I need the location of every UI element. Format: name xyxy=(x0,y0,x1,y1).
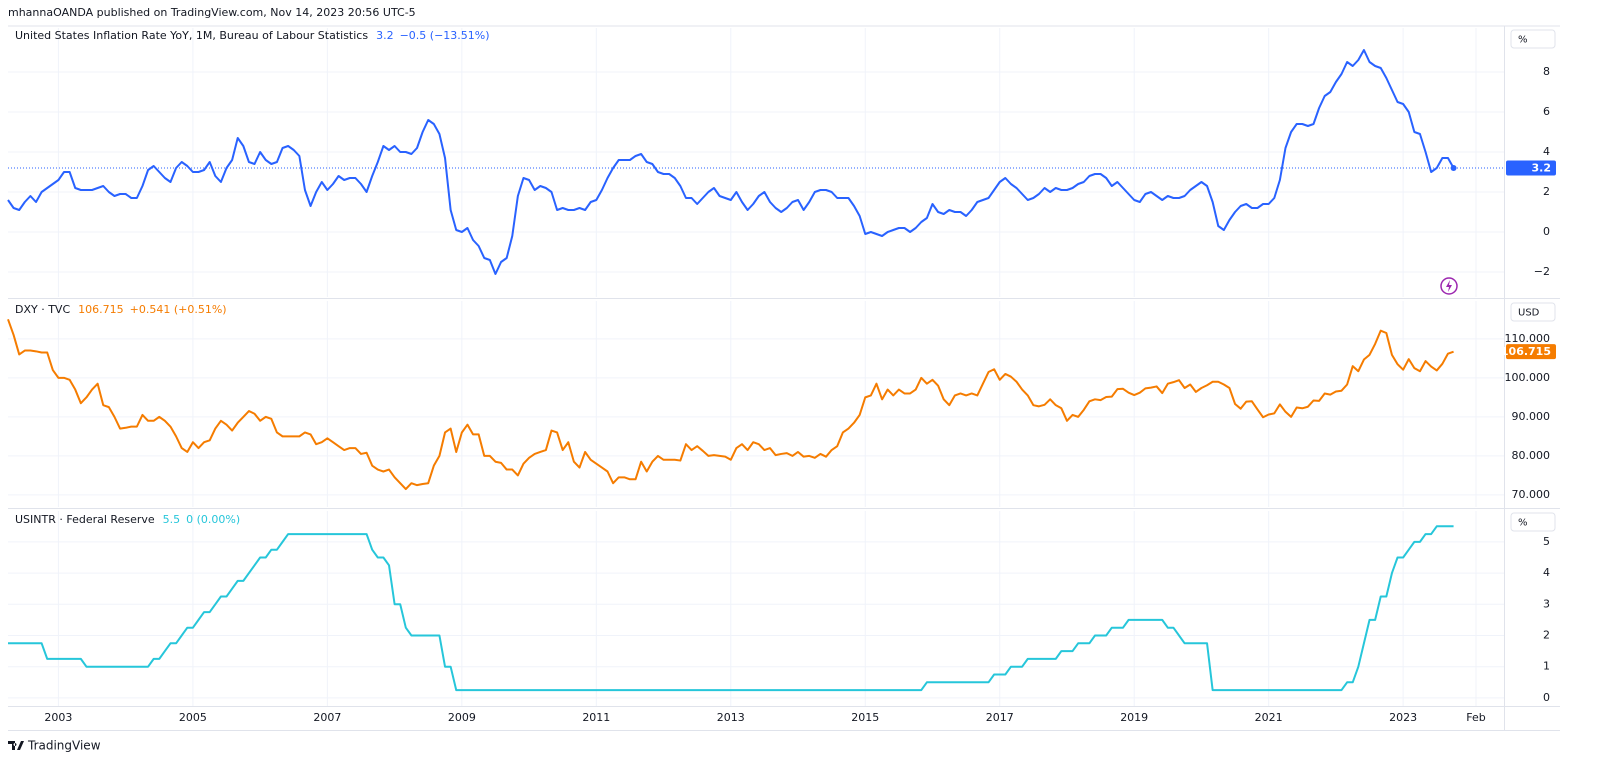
x-tick-label: Feb xyxy=(1466,711,1485,724)
icon-circle[interactable] xyxy=(1440,277,1458,295)
y-tick-label: 4 xyxy=(1543,566,1550,579)
x-tick-label: 2011 xyxy=(582,711,610,724)
line xyxy=(8,525,1454,692)
pane-legend: USINTR · Federal Reserve 5.5 0 (0.00%) xyxy=(15,513,240,526)
y-tick-label: 2 xyxy=(1543,628,1550,641)
y-tick-label: 70.000 xyxy=(1512,488,1551,501)
lightning-icon[interactable] xyxy=(1440,277,1458,295)
pane-legend: DXY · TVC 106.715 +0.541 (+0.51%) xyxy=(15,303,227,316)
x-tick-label: 2003 xyxy=(44,711,72,724)
y-tick-label: 6 xyxy=(1543,105,1550,118)
last-value: 106.715 xyxy=(78,303,124,316)
x-tick-label: 2015 xyxy=(851,711,879,724)
pane-title: USINTR · Federal Reserve xyxy=(15,513,155,526)
unit-label: % xyxy=(1518,35,1528,46)
x-tick-label: 2013 xyxy=(717,711,745,724)
x-tick-label: 2005 xyxy=(179,711,207,724)
last-value: 3.2 xyxy=(376,29,394,42)
x-tick-label: 2007 xyxy=(313,711,341,724)
unit-box xyxy=(1510,29,1556,49)
pane-legends: United States Inflation Rate YoY, 1M, Bu… xyxy=(15,29,490,526)
pane-legend: United States Inflation Rate YoY, 1M, Bu… xyxy=(15,29,490,42)
y-tick-label: −2 xyxy=(1534,265,1550,278)
x-tick-label: 2021 xyxy=(1255,711,1283,724)
icon-bolt[interactable] xyxy=(1446,280,1452,292)
unit-label: % xyxy=(1518,518,1528,529)
change: −0.5 (−13.51%) xyxy=(400,29,490,42)
y-tick-label: 110.000 xyxy=(1505,332,1551,345)
last-value: 5.5 xyxy=(163,513,181,526)
publisher-header: mhannaOANDA published on TradingView.com… xyxy=(8,6,416,19)
x-tick-label: 2023 xyxy=(1389,711,1417,724)
x-tick-label: 2017 xyxy=(986,711,1014,724)
x-tick-label: 2009 xyxy=(448,711,476,724)
y-tick-label: 0 xyxy=(1543,225,1550,238)
last-point xyxy=(1450,165,1457,171)
y-tick-label: 1 xyxy=(1543,660,1550,673)
logo-mark xyxy=(8,741,24,750)
price-badge xyxy=(1506,344,1556,360)
y-tick-label: 3 xyxy=(1543,597,1550,610)
unit-box xyxy=(1510,302,1556,322)
y-tick-label: 100.000 xyxy=(1505,371,1551,384)
price-badge xyxy=(1506,160,1556,176)
y-tick-label: 80.000 xyxy=(1512,449,1551,462)
unit-label: USD xyxy=(1518,308,1540,319)
unit-box xyxy=(1510,512,1556,532)
change: 0 (0.00%) xyxy=(186,513,240,526)
logo-text: TradingView xyxy=(27,739,101,753)
price-badge-label: 3.2 xyxy=(1532,162,1552,175)
change: +0.541 (+0.51%) xyxy=(130,303,227,316)
line xyxy=(7,49,1455,275)
pane-title: DXY · TVC xyxy=(15,303,70,316)
x-tick-label: 2019 xyxy=(1120,711,1148,724)
y-tick-label: 2 xyxy=(1543,185,1550,198)
y-tick-label: 4 xyxy=(1543,145,1550,158)
tradingview-logo: TradingView xyxy=(8,739,101,753)
y-tick-label: 8 xyxy=(1543,65,1550,78)
line xyxy=(7,319,1454,491)
y-tick-label: 5 xyxy=(1543,535,1550,548)
grid xyxy=(8,28,1504,706)
y-tick-label: 0 xyxy=(1543,691,1550,704)
pane-title: United States Inflation Rate YoY, 1M, Bu… xyxy=(15,29,368,42)
y-tick-label: 90.000 xyxy=(1512,410,1551,423)
price-badge-label: 106.715 xyxy=(1501,345,1551,358)
